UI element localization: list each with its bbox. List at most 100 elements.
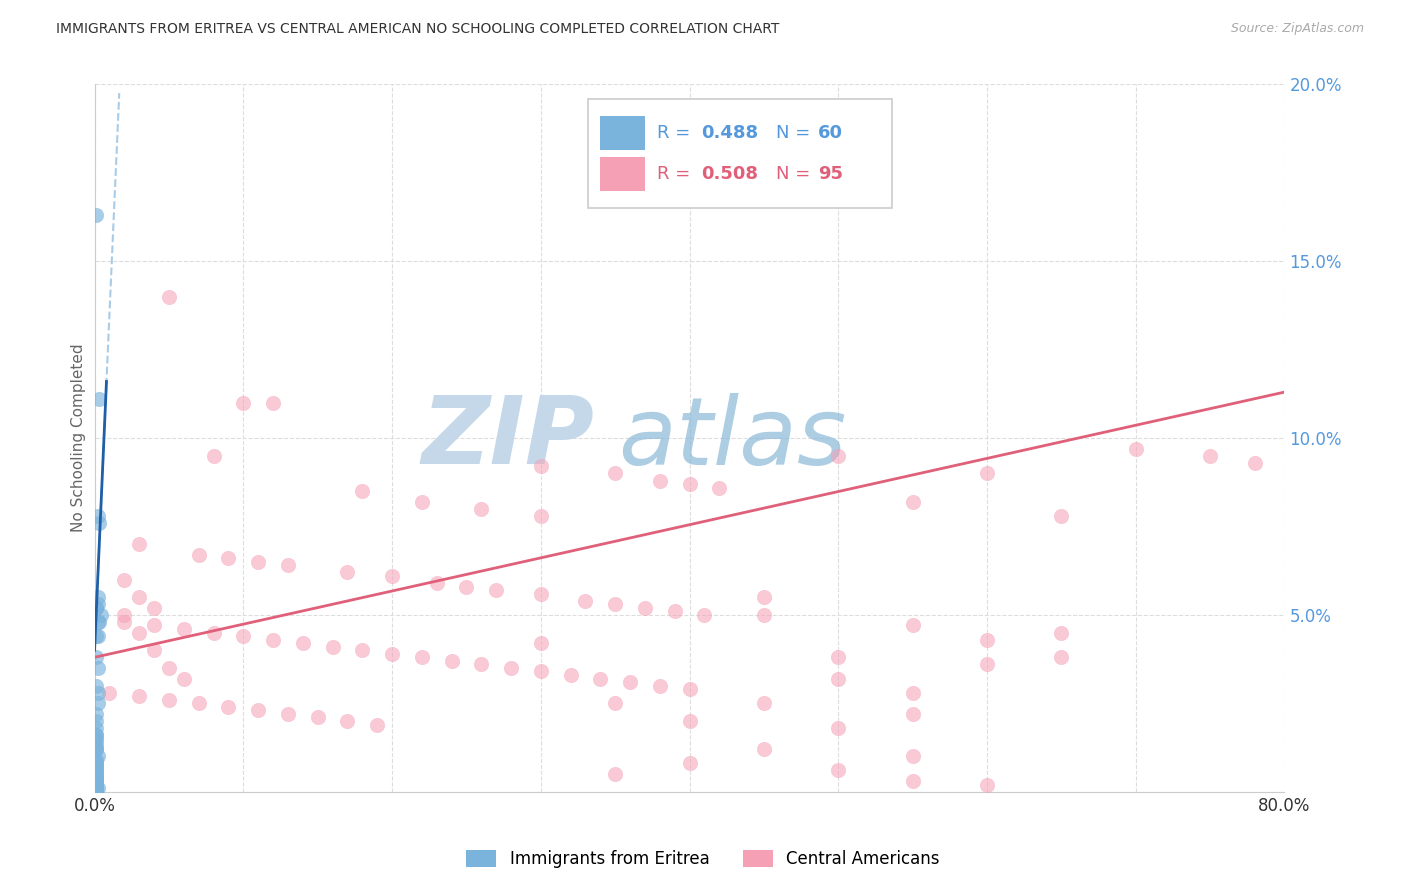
Point — [307, 710, 329, 724]
Point — [84, 714, 107, 728]
Point — [143, 643, 166, 657]
Point — [648, 679, 671, 693]
Point — [499, 661, 522, 675]
Point — [84, 785, 107, 799]
Point — [352, 484, 374, 499]
Point — [84, 781, 107, 796]
Point — [648, 474, 671, 488]
Point — [84, 760, 107, 774]
Point — [827, 721, 849, 735]
Text: N =: N = — [776, 124, 817, 142]
Point — [1199, 449, 1222, 463]
Point — [752, 742, 775, 756]
Point — [530, 508, 553, 523]
Point — [86, 597, 108, 611]
Text: 60: 60 — [818, 124, 844, 142]
Point — [84, 756, 107, 771]
Point — [86, 686, 108, 700]
Point — [84, 774, 107, 789]
Point — [84, 721, 107, 735]
Point — [901, 706, 924, 721]
Point — [976, 467, 998, 481]
Point — [901, 774, 924, 789]
Point — [84, 760, 107, 774]
Point — [98, 686, 121, 700]
Point — [84, 764, 107, 778]
Point — [291, 636, 314, 650]
Point — [173, 622, 195, 636]
Point — [187, 696, 209, 710]
Point — [84, 774, 107, 789]
Text: 0.488: 0.488 — [702, 124, 758, 142]
Point — [128, 591, 150, 605]
Point — [84, 208, 107, 222]
Point — [84, 785, 107, 799]
Text: atlas: atlas — [619, 392, 846, 483]
Point — [247, 555, 270, 569]
Point — [128, 690, 150, 704]
Point — [247, 703, 270, 717]
Point — [678, 756, 700, 771]
Point — [901, 494, 924, 508]
Point — [217, 699, 239, 714]
Bar — [600, 157, 645, 191]
Legend: Immigrants from Eritrea, Central Americans: Immigrants from Eritrea, Central America… — [460, 843, 946, 875]
Point — [84, 767, 107, 781]
Point — [976, 778, 998, 792]
Point — [84, 706, 107, 721]
Point — [84, 785, 107, 799]
Text: 95: 95 — [818, 164, 844, 183]
Y-axis label: No Schooling Completed: No Schooling Completed — [72, 343, 86, 533]
Point — [426, 576, 449, 591]
Point — [157, 661, 180, 675]
Point — [87, 615, 110, 629]
Point — [84, 785, 107, 799]
Point — [605, 696, 627, 710]
Point — [901, 749, 924, 764]
Point — [84, 781, 107, 796]
Point — [336, 566, 359, 580]
Point — [112, 573, 135, 587]
Text: R =: R = — [658, 124, 696, 142]
Point — [1050, 650, 1073, 665]
Point — [112, 615, 135, 629]
Point — [86, 696, 108, 710]
Point — [84, 785, 107, 799]
Point — [901, 618, 924, 632]
Point — [1125, 442, 1147, 456]
Point — [678, 714, 700, 728]
Point — [128, 625, 150, 640]
Point — [84, 774, 107, 789]
Point — [202, 625, 225, 640]
Point — [827, 449, 849, 463]
Point — [84, 771, 107, 785]
Point — [84, 735, 107, 749]
Point — [530, 587, 553, 601]
Point — [84, 731, 107, 746]
Point — [605, 767, 627, 781]
Text: IMMIGRANTS FROM ERITREA VS CENTRAL AMERICAN NO SCHOOLING COMPLETED CORRELATION C: IMMIGRANTS FROM ERITREA VS CENTRAL AMERI… — [56, 22, 779, 37]
Point — [530, 636, 553, 650]
Point — [1243, 456, 1265, 470]
Text: ZIP: ZIP — [422, 392, 595, 484]
Point — [86, 629, 108, 643]
Point — [456, 580, 478, 594]
Point — [84, 756, 107, 771]
Point — [352, 643, 374, 657]
Point — [560, 668, 582, 682]
Point — [605, 597, 627, 611]
Point — [976, 657, 998, 672]
Point — [752, 607, 775, 622]
Point — [202, 449, 225, 463]
Point — [277, 706, 299, 721]
Point — [827, 764, 849, 778]
Point — [84, 728, 107, 742]
Point — [381, 569, 404, 583]
Point — [470, 501, 492, 516]
Point — [485, 583, 508, 598]
Point — [143, 618, 166, 632]
Point — [336, 714, 359, 728]
Point — [366, 717, 388, 731]
Point — [709, 481, 731, 495]
Point — [678, 477, 700, 491]
